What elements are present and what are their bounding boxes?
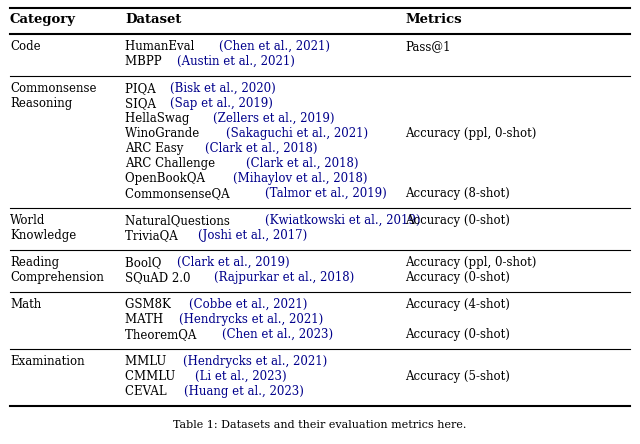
Text: GSM8K: GSM8K [125, 298, 175, 311]
Text: (Sap et al., 2019): (Sap et al., 2019) [170, 97, 273, 110]
Text: (Rajpurkar et al., 2018): (Rajpurkar et al., 2018) [214, 271, 355, 284]
Text: Math: Math [10, 298, 41, 311]
Text: (Bisk et al., 2020): (Bisk et al., 2020) [170, 82, 275, 95]
Text: Commonsense
Reasoning: Commonsense Reasoning [10, 82, 97, 110]
Text: (Mihaylov et al., 2018): (Mihaylov et al., 2018) [233, 172, 367, 185]
Text: Examination: Examination [10, 355, 84, 368]
Text: Accuracy (0-shot): Accuracy (0-shot) [405, 214, 510, 227]
Text: (Li et al., 2023): (Li et al., 2023) [195, 370, 286, 383]
Text: CMMLU: CMMLU [125, 370, 179, 383]
Text: (Huang et al., 2023): (Huang et al., 2023) [184, 385, 303, 398]
Text: Category: Category [10, 13, 76, 26]
Text: PIQA: PIQA [125, 82, 159, 95]
Text: CommonsenseQA: CommonsenseQA [125, 187, 234, 200]
Text: (Clark et al., 2018): (Clark et al., 2018) [246, 157, 358, 170]
Text: Accuracy (0-shot): Accuracy (0-shot) [405, 328, 510, 341]
Text: Accuracy (ppl, 0-shot): Accuracy (ppl, 0-shot) [405, 256, 536, 269]
Text: (Talmor et al., 2019): (Talmor et al., 2019) [265, 187, 387, 200]
Text: Code: Code [10, 40, 40, 53]
Text: (Clark et al., 2019): (Clark et al., 2019) [177, 256, 289, 269]
Text: Accuracy (0-shot): Accuracy (0-shot) [405, 271, 510, 284]
Text: MATH: MATH [125, 313, 167, 326]
Text: OpenBookQA: OpenBookQA [125, 172, 209, 185]
Text: Reading
Comprehension: Reading Comprehension [10, 256, 104, 284]
Text: MBPP: MBPP [125, 55, 165, 68]
Text: (Cobbe et al., 2021): (Cobbe et al., 2021) [189, 298, 307, 311]
Text: Dataset: Dataset [125, 13, 181, 26]
Text: Accuracy (8-shot): Accuracy (8-shot) [405, 187, 509, 200]
Text: (Joshi et al., 2017): (Joshi et al., 2017) [198, 229, 307, 242]
Text: ARC Easy: ARC Easy [125, 142, 187, 155]
Text: Accuracy (4-shot): Accuracy (4-shot) [405, 298, 510, 311]
Text: HumanEval: HumanEval [125, 40, 198, 53]
Text: Pass@1: Pass@1 [405, 40, 451, 53]
Text: (Clark et al., 2018): (Clark et al., 2018) [205, 142, 317, 155]
Text: WinoGrande: WinoGrande [125, 127, 203, 140]
Text: CEVAL: CEVAL [125, 385, 170, 398]
Text: TheoremQA: TheoremQA [125, 328, 200, 341]
Text: NaturalQuestions: NaturalQuestions [125, 214, 234, 227]
Text: Table 1: Datasets and their evaluation metrics here.: Table 1: Datasets and their evaluation m… [173, 420, 467, 430]
Text: Accuracy (5-shot): Accuracy (5-shot) [405, 370, 510, 383]
Text: SQuAD 2.0: SQuAD 2.0 [125, 271, 195, 284]
Text: (Hendrycks et al., 2021): (Hendrycks et al., 2021) [183, 355, 327, 368]
Text: World
Knowledge: World Knowledge [10, 214, 76, 242]
Text: TriviaQA: TriviaQA [125, 229, 182, 242]
Text: (Austin et al., 2021): (Austin et al., 2021) [177, 55, 295, 68]
Text: SIQA: SIQA [125, 97, 160, 110]
Text: (Hendrycks et al., 2021): (Hendrycks et al., 2021) [179, 313, 323, 326]
Text: MMLU: MMLU [125, 355, 170, 368]
Text: (Zellers et al., 2019): (Zellers et al., 2019) [213, 112, 335, 125]
Text: BoolQ: BoolQ [125, 256, 165, 269]
Text: HellaSwag: HellaSwag [125, 112, 193, 125]
Text: Metrics: Metrics [405, 13, 461, 26]
Text: (Chen et al., 2021): (Chen et al., 2021) [220, 40, 330, 53]
Text: Accuracy (ppl, 0-shot): Accuracy (ppl, 0-shot) [405, 127, 536, 140]
Text: (Sakaguchi et al., 2021): (Sakaguchi et al., 2021) [226, 127, 368, 140]
Text: ARC Challenge: ARC Challenge [125, 157, 219, 170]
Text: (Kwiatkowski et al., 2019): (Kwiatkowski et al., 2019) [265, 214, 420, 227]
Text: (Chen et al., 2023): (Chen et al., 2023) [222, 328, 333, 341]
